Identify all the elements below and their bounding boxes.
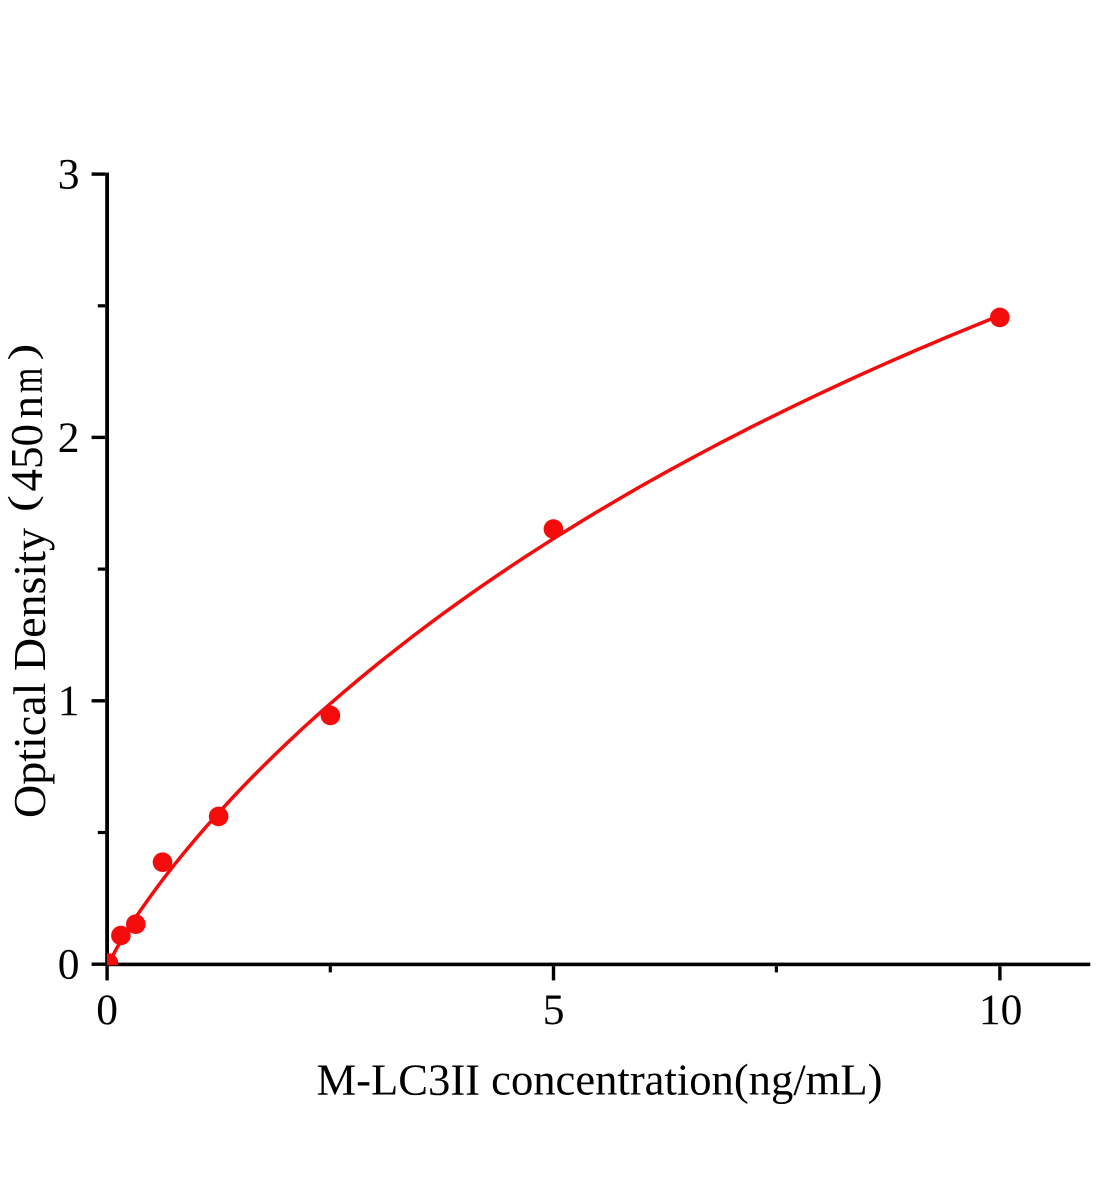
svg-text:0: 0 bbox=[96, 986, 118, 1034]
svg-text:5: 5 bbox=[543, 986, 565, 1034]
svg-text:2: 2 bbox=[58, 414, 80, 462]
svg-text:0: 0 bbox=[58, 941, 80, 989]
svg-text:(: ( bbox=[1, 495, 44, 512]
svg-text:450: 450 bbox=[2, 424, 52, 492]
svg-text:Optical Density: Optical Density bbox=[4, 528, 55, 818]
svg-text:M-LC3II concentration(ng/mL): M-LC3II concentration(ng/mL) bbox=[317, 1055, 883, 1105]
svg-text:10: 10 bbox=[979, 986, 1023, 1034]
svg-text:): ) bbox=[1, 344, 44, 361]
svg-text:n: n bbox=[2, 396, 52, 419]
svg-text:m: m bbox=[3, 368, 52, 393]
svg-text:3: 3 bbox=[58, 151, 80, 199]
svg-text:1: 1 bbox=[58, 677, 80, 725]
